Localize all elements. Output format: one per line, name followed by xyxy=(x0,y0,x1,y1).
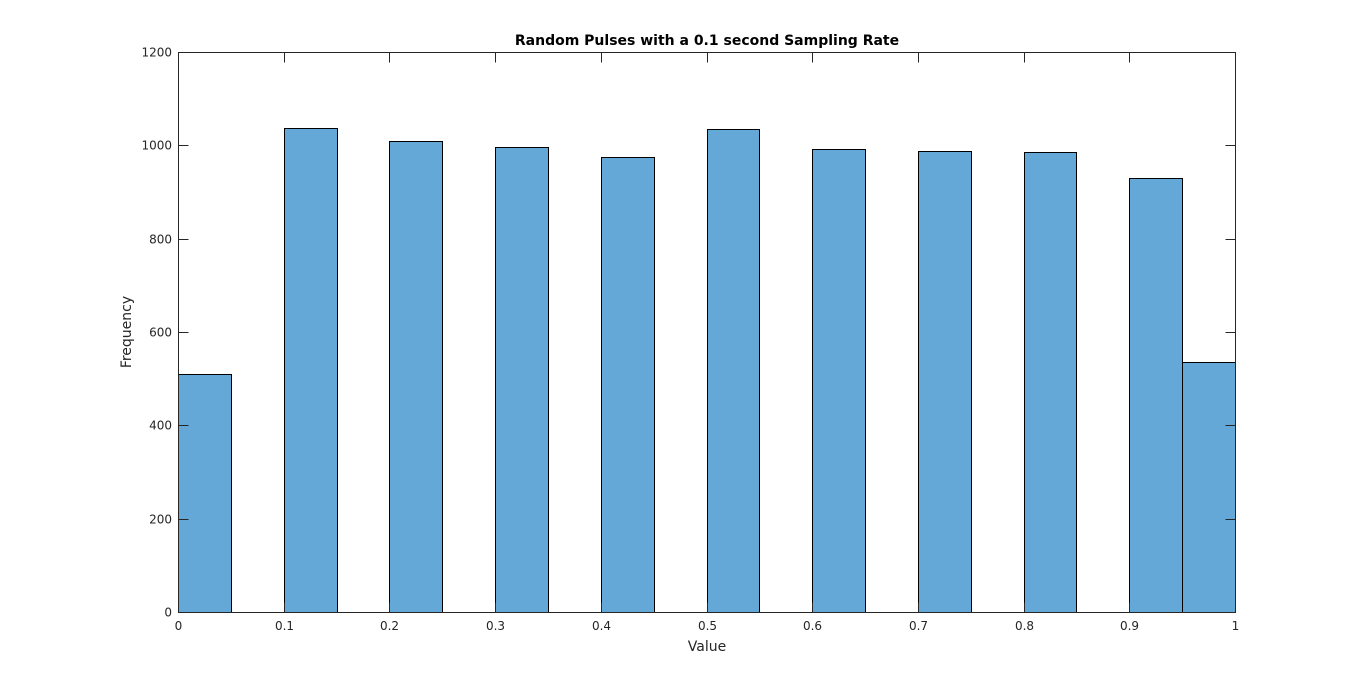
histogram-bar xyxy=(389,141,443,613)
y-axis-label: Frequency xyxy=(119,296,135,368)
x-tick-label: 0.3 xyxy=(486,619,505,633)
x-tick-label: 0.1 xyxy=(275,619,294,633)
histogram-bar xyxy=(495,147,549,613)
histogram-bar xyxy=(178,374,232,613)
histogram-bar xyxy=(1024,152,1077,613)
chart-title: Random Pulses with a 0.1 second Sampling… xyxy=(515,33,899,49)
y-tick-label: 800 xyxy=(149,233,172,247)
y-tick-label: 1000 xyxy=(141,139,172,153)
x-tick-label: 0.5 xyxy=(698,619,717,633)
x-axis-label: Value xyxy=(688,639,726,655)
y-tick-label: 600 xyxy=(149,326,172,340)
histogram-bar xyxy=(284,128,338,613)
x-tick-label: 0.4 xyxy=(592,619,611,633)
y-tick-label: 200 xyxy=(149,513,172,527)
plot-area: 0 0.1 0.2 0.3 0.4 0.5 0.6 0.7 0.8 0.9 1 0 200 400 600 8… xyxy=(141,46,1239,634)
histogram-bar xyxy=(707,129,760,613)
x-tick-label: 1 xyxy=(1232,619,1240,633)
y-tick-label: 0 xyxy=(164,606,172,620)
x-tick-label: 0.7 xyxy=(909,619,928,633)
x-tick-label: 0.6 xyxy=(803,619,822,633)
y-tick-label: 400 xyxy=(149,419,172,433)
histogram-bar xyxy=(812,149,866,613)
x-tick-label: 0.9 xyxy=(1120,619,1139,633)
histogram-bar xyxy=(601,157,655,613)
x-tick-label: 0.8 xyxy=(1015,619,1034,633)
histogram-bar xyxy=(1129,178,1183,613)
histogram-bar xyxy=(918,151,972,613)
x-tick-label: 0 xyxy=(175,619,183,633)
histogram-bar xyxy=(1182,362,1236,613)
x-tick-label: 0.2 xyxy=(380,619,399,633)
y-tick-label: 1200 xyxy=(141,46,172,60)
